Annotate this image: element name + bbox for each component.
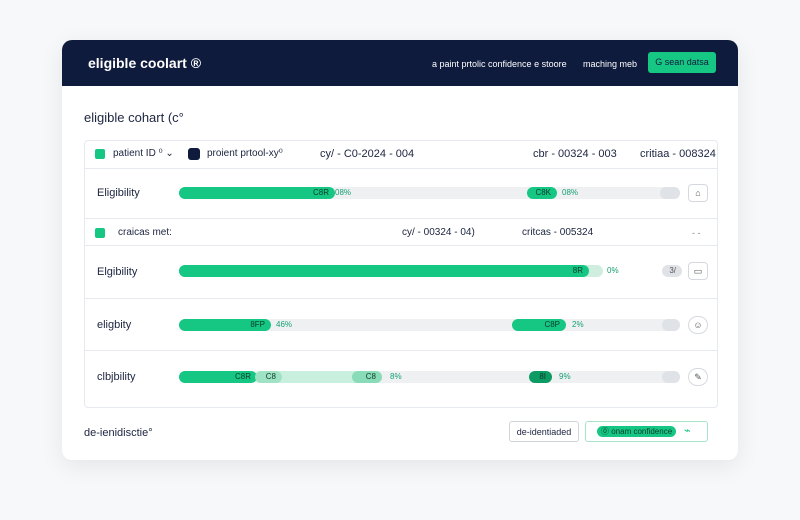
checkbox[interactable] <box>95 149 105 159</box>
icon <box>188 148 200 160</box>
bar: 8I <box>529 371 552 383</box>
cbr-id: cbr - 00324 - 003 <box>533 148 617 160</box>
row-label: Eligibility <box>97 187 140 199</box>
divider <box>85 350 717 351</box>
confidence-pill: ⓪ onam confidence <box>597 426 677 437</box>
pct: 08% <box>562 188 579 197</box>
bar-segment <box>255 371 382 383</box>
pill <box>662 319 680 331</box>
card <box>62 40 738 460</box>
check-icon: ⌁ <box>684 425 691 437</box>
row-label: clbjbility <box>97 371 136 383</box>
pill <box>662 371 680 383</box>
icon-button[interactable]: ▭ <box>688 262 708 280</box>
criteria: craicas met: <box>118 227 172 238</box>
protocol: proient prtool-xy⁰ <box>207 148 283 159</box>
pill: 3/ <box>662 265 682 277</box>
search-button[interactable]: G sean datsa <box>648 52 716 73</box>
icon-button[interactable]: ☺ <box>688 316 708 334</box>
footer-label: de-ienidisctie° <box>84 427 153 439</box>
divider <box>85 245 717 246</box>
divider <box>85 168 717 169</box>
more[interactable]: - - <box>692 228 701 238</box>
icon-button[interactable]: ⌂ <box>688 184 708 202</box>
pct: 0% <box>607 266 619 275</box>
bar: C8K <box>527 187 557 199</box>
deidentified-button[interactable]: de-identiaded <box>509 421 579 442</box>
header-link[interactable]: maching meb <box>583 59 638 69</box>
bar: C8R <box>179 187 335 199</box>
bar: C8P <box>512 319 566 331</box>
icon-button[interactable]: ✎ <box>688 368 708 386</box>
pct: 8% <box>390 372 402 381</box>
divider <box>85 218 717 219</box>
pct: 46% <box>276 320 293 329</box>
pct: 08% <box>335 188 352 197</box>
bar-segment: C8 <box>255 371 282 383</box>
critias-id: critiaa - 008324 <box>640 148 716 160</box>
pct: 2% <box>572 320 584 329</box>
patient-filter[interactable]: patient ID ⁰ ⌄ <box>113 148 174 159</box>
bar: C8R <box>179 371 257 383</box>
checkbox[interactable] <box>95 228 105 238</box>
cy-id: cy/ - C0-2024 - 004 <box>320 148 415 160</box>
divider <box>85 298 717 299</box>
table <box>84 140 718 408</box>
panel-title: eligible cohart (c° <box>84 110 184 125</box>
confidence-button[interactable] <box>585 421 708 442</box>
pct: 9% <box>559 372 571 381</box>
critcas-id: critcas - 005324 <box>522 227 594 238</box>
bar: 8R <box>179 265 589 277</box>
header-subtitle: a paint prtolic confidence e stoore <box>432 59 567 69</box>
row-label: Elgibility <box>97 266 138 278</box>
cy-id: cy/ - 00324 - 04) <box>402 227 475 238</box>
bar-segment: C8 <box>352 371 382 383</box>
header-title: eligible coolart ® <box>88 55 202 71</box>
header-bar <box>62 40 738 86</box>
pill <box>660 187 680 199</box>
bar: 8FP <box>179 319 271 331</box>
row-label: eligbity <box>97 319 132 331</box>
